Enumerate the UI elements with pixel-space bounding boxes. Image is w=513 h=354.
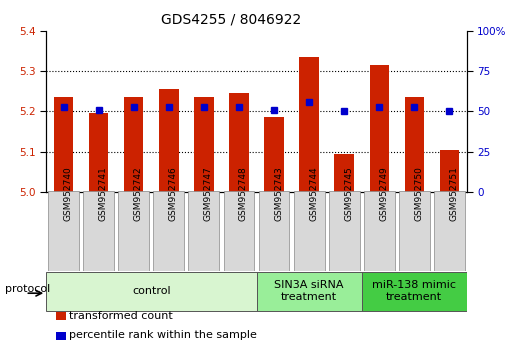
Bar	[229, 93, 249, 192]
FancyBboxPatch shape	[364, 191, 394, 271]
Bar	[264, 118, 284, 192]
FancyBboxPatch shape	[256, 272, 362, 311]
FancyBboxPatch shape	[362, 272, 467, 311]
Text: GSM952745: GSM952745	[344, 166, 353, 221]
Bar	[54, 97, 73, 192]
Text: GSM952743: GSM952743	[274, 166, 283, 221]
FancyBboxPatch shape	[48, 191, 79, 271]
Bar	[124, 97, 144, 192]
Bar	[194, 97, 213, 192]
Text: protocol: protocol	[5, 284, 50, 294]
Text: SIN3A siRNA
treatment: SIN3A siRNA treatment	[274, 280, 344, 302]
Bar	[440, 150, 459, 192]
Bar	[300, 57, 319, 192]
FancyBboxPatch shape	[259, 191, 289, 271]
FancyBboxPatch shape	[224, 191, 254, 271]
FancyBboxPatch shape	[329, 191, 360, 271]
FancyBboxPatch shape	[188, 191, 220, 271]
FancyBboxPatch shape	[434, 191, 465, 271]
Text: GSM952742: GSM952742	[134, 166, 143, 221]
Text: GSM952749: GSM952749	[379, 166, 388, 221]
Bar	[89, 113, 108, 192]
Text: GSM952751: GSM952751	[449, 166, 458, 221]
Bar	[159, 89, 179, 192]
Text: GSM952747: GSM952747	[204, 166, 213, 221]
FancyBboxPatch shape	[153, 191, 184, 271]
Text: GSM952750: GSM952750	[415, 166, 423, 221]
Bar	[405, 97, 424, 192]
FancyBboxPatch shape	[46, 272, 256, 311]
Text: GSM952748: GSM952748	[239, 166, 248, 221]
Bar	[334, 154, 354, 192]
Text: GSM952746: GSM952746	[169, 166, 178, 221]
Text: GSM952741: GSM952741	[98, 166, 108, 221]
Text: control: control	[132, 286, 171, 296]
Bar	[369, 65, 389, 192]
Text: GSM952744: GSM952744	[309, 166, 318, 221]
Text: transformed count: transformed count	[69, 311, 173, 321]
FancyBboxPatch shape	[83, 191, 114, 271]
Text: GDS4255 / 8046922: GDS4255 / 8046922	[161, 12, 301, 27]
Text: percentile rank within the sample: percentile rank within the sample	[69, 330, 257, 341]
FancyBboxPatch shape	[399, 191, 430, 271]
Text: GSM952740: GSM952740	[64, 166, 73, 221]
Text: miR-138 mimic
treatment: miR-138 mimic treatment	[372, 280, 456, 302]
FancyBboxPatch shape	[293, 191, 325, 271]
FancyBboxPatch shape	[119, 191, 149, 271]
